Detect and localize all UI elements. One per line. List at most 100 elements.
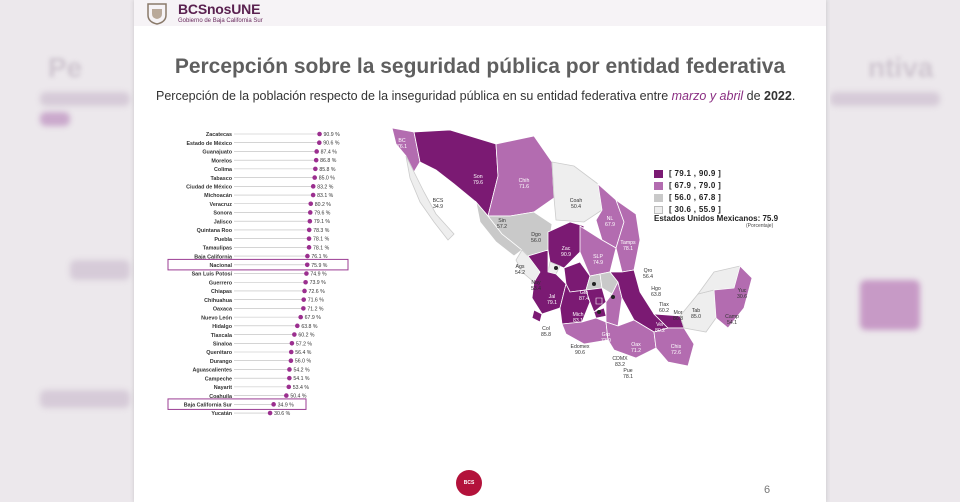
map-state-coah [551, 161, 603, 223]
data-dot [312, 175, 317, 180]
category-label: Jalisco [214, 219, 233, 225]
value-label: 90.6 % [323, 141, 340, 147]
legend-item: [ 56.0 , 67.8 ] [654, 192, 721, 203]
map-state-label: Tamps 78.1 [620, 240, 636, 252]
data-dot [295, 323, 300, 329]
map-state-chis [653, 327, 695, 367]
value-label: 71.2 % [307, 306, 324, 312]
category-label: Veracruz [210, 202, 233, 208]
category-label: Zacatecas [206, 132, 232, 138]
slide-subtitle: Percepción de la población respecto de l… [156, 88, 806, 105]
brand-name: BCSnosUNE [178, 1, 261, 17]
value-label: 73.9 % [310, 280, 327, 286]
slide-title: Percepción sobre la seguridad pública po… [174, 55, 786, 78]
page-number: 6 [764, 484, 771, 496]
map-state-pue [605, 280, 623, 327]
category-label: Colima [214, 167, 233, 173]
map-state-label: QRoo 78.3 [749, 306, 763, 318]
category-label: Chihuahua [204, 298, 233, 304]
subtitle-end: . [791, 89, 796, 103]
value-label: 53.4 % [293, 385, 310, 391]
map-state-label: Mich 83.1 [573, 312, 584, 324]
data-dot [314, 149, 319, 154]
category-label: Chiapas [211, 289, 232, 295]
data-dot [306, 245, 312, 250]
data-dot [313, 166, 318, 172]
ghost-bar [40, 112, 70, 126]
map-state-label: NL 67.9 [605, 216, 615, 228]
map-state-qroo [713, 265, 753, 329]
value-label: 78.1 % [313, 245, 330, 251]
brand-subtitle: Gobierno de Baja California Sur [178, 18, 263, 24]
legend-item: [ 67.9 , 79.0 ] [654, 180, 721, 191]
data-dot [307, 210, 313, 215]
map-state-label: Zac 90.9 [561, 246, 571, 258]
category-label: Nuevo León [201, 315, 232, 321]
category-label: Puebla [214, 237, 233, 243]
value-label: 90.9 % [324, 132, 341, 138]
ghost-bar [830, 92, 940, 106]
value-label: 57.2 % [296, 341, 313, 347]
category-label: Aguascalientes [192, 368, 232, 374]
value-label: 54.2 % [293, 367, 310, 373]
legend-item: [ 30.6 , 55.9 ] [654, 204, 721, 215]
slide: BCSnosUNE Gobierno de Baja California Su… [134, 0, 826, 502]
data-dot [307, 218, 313, 224]
map-state-col [531, 309, 543, 323]
category-label: Morelos [211, 158, 232, 164]
data-dot [306, 236, 312, 241]
data-dot [298, 314, 303, 320]
data-dot [284, 393, 289, 398]
category-label: Sonora [213, 211, 233, 217]
map-state-tamps [615, 198, 641, 273]
category-label: Coahuila [209, 394, 233, 400]
value-label: 78.3 % [313, 228, 330, 234]
ghost-bar [40, 390, 130, 408]
category-label: Baja California Sur [184, 403, 233, 409]
map-state-label: CDMX 83.2 [612, 356, 628, 368]
mexico-map: BC 76.1 Son 79.6 Chih 71.6 Coah 50.4 NL 67.9 BCS 34… [384, 122, 784, 392]
category-label: Michoacán [204, 193, 232, 199]
value-label: 30.6 % [274, 411, 291, 417]
map-state-label: Nay 53.4 [531, 280, 541, 292]
value-label: 34.9 % [278, 402, 295, 408]
category-label: Guerrero [209, 280, 233, 286]
legend-label: [ 79.1 , 90.9 ] [669, 169, 722, 178]
value-label: 74.9 % [310, 272, 327, 278]
value-label: 86.8 % [320, 158, 337, 164]
value-label: 78.1 % [313, 237, 330, 243]
value-label: 54.1 % [293, 376, 310, 382]
data-dot [304, 271, 309, 276]
value-label: 83.1 % [317, 193, 334, 199]
map-state-cdmx [595, 297, 603, 305]
value-label: 75.9 % [311, 263, 328, 269]
value-label: 63.8 % [301, 324, 318, 330]
value-label: 72.6 % [309, 289, 326, 295]
category-label: Tlaxcala [211, 333, 233, 339]
value-label: 56.4 % [295, 350, 312, 356]
map-state-zac [547, 221, 585, 269]
map-state-label: Tab 85.0 [691, 308, 701, 320]
highlight-box [167, 398, 307, 410]
value-label: 76.1 % [311, 254, 328, 260]
data-dot [310, 192, 316, 198]
subtitle-text: Percepción de la población respecto de l… [156, 89, 672, 103]
category-label: Baja California [194, 254, 233, 260]
category-label: Campeche [205, 376, 232, 382]
data-dot [308, 201, 314, 207]
category-label: Oaxaca [213, 307, 233, 313]
right-blurred-margin: ntiva [830, 0, 960, 502]
map-state-label: Mor 86.8 [673, 310, 683, 322]
data-dot [288, 349, 294, 355]
map-state-label: Pue 78.1 [623, 368, 633, 380]
data-dot [287, 367, 292, 372]
value-label: 83.2 % [317, 184, 334, 190]
category-label: Yucatán [211, 411, 232, 417]
map-state-label: BCS 34.9 [433, 198, 444, 210]
subtitle-year: 2022 [764, 89, 792, 103]
category-label: Quintana Roo [197, 228, 233, 234]
map-state-label: BC 76.1 [397, 138, 407, 150]
legend-swatch [654, 169, 663, 178]
data-dot [289, 340, 295, 346]
legend-item: [ 79.1 , 90.9 ] [654, 168, 721, 179]
